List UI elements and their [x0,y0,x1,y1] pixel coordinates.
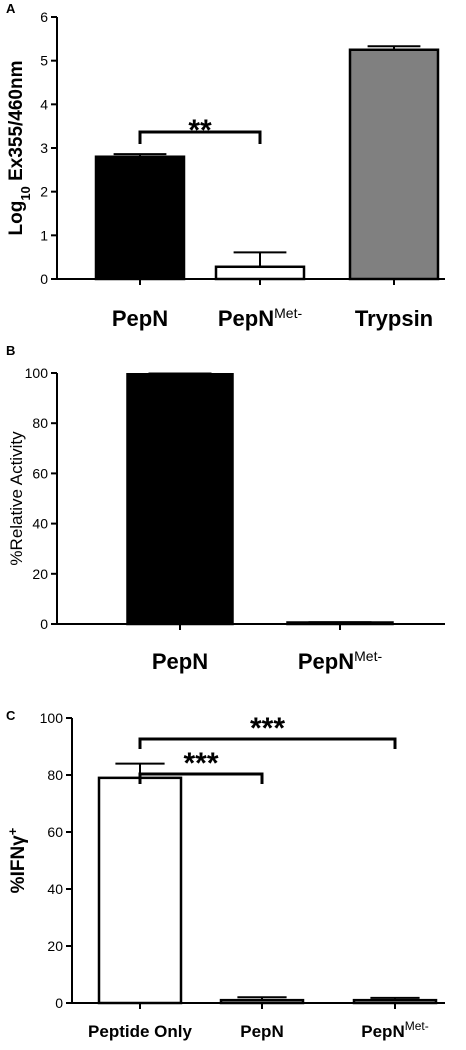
bar [97,776,183,1005]
panel-A: A 0 1 2 3 4 5 6 Log10 Ex355/460nm PepN PepNMet- Try… [6,1,445,331]
bar [214,265,306,281]
y-tick-label: 3 [40,140,48,156]
y-tick-label: 20 [32,566,48,582]
panel-letter: C [6,708,16,723]
category-label: Peptide Only [88,1022,192,1041]
significance-bracket [138,772,264,784]
bar [286,621,394,626]
y-tick-label: 1 [40,227,48,243]
significance-label: ** [188,114,212,147]
category-label: PepN [152,649,208,674]
y-tick-label: 2 [40,184,48,200]
y-axis-label: Log10 Ex355/460nm [6,61,33,236]
bar [126,373,234,626]
panel-letter: A [6,1,16,16]
category-label: PepN [240,1022,283,1041]
y-tick-label: 100 [25,365,49,381]
y-tick-label: 40 [47,881,63,897]
category-label: Trypsin [355,306,433,331]
category-label: PepNMet- [298,648,383,674]
bar [94,155,186,281]
y-axis-label: %IFNγ+ [5,827,30,893]
y-tick-label: 0 [40,271,48,287]
bar [352,998,438,1005]
significance-bracket [138,130,262,144]
panel-C: C 0 20 40 60 80 100 %IFNγ+ Peptide Only PepN PepNM… [5,708,445,1041]
category-label: PepN [112,306,168,331]
y-tick-label: 100 [40,710,64,726]
y-tick-label: 0 [55,995,63,1011]
y-tick-label: 20 [47,938,63,954]
y-tick-label: 80 [47,767,63,783]
y-axis-label: %Relative Activity [7,431,26,566]
bar [219,998,305,1005]
significance-label: *** [250,712,285,745]
category-label: PepNMet- [218,305,303,331]
significance-label: *** [183,747,218,780]
significance-bracket [138,737,397,749]
y-tick-label: 60 [47,824,63,840]
y-tick-label: 80 [32,415,48,431]
y-tick-label: 40 [32,516,48,532]
y-tick-label: 60 [32,465,48,481]
y-tick-label: 4 [40,96,48,112]
category-label: PepNMet- [361,1019,428,1041]
bar [348,48,440,281]
panel-B: B 0 20 40 60 80 100 %Relative Activity PepN PepNM… [6,343,445,674]
y-tick-label: 0 [40,616,48,632]
panel-letter: B [6,343,15,358]
y-tick-label: 5 [40,53,48,69]
y-tick-label: 6 [40,9,48,25]
